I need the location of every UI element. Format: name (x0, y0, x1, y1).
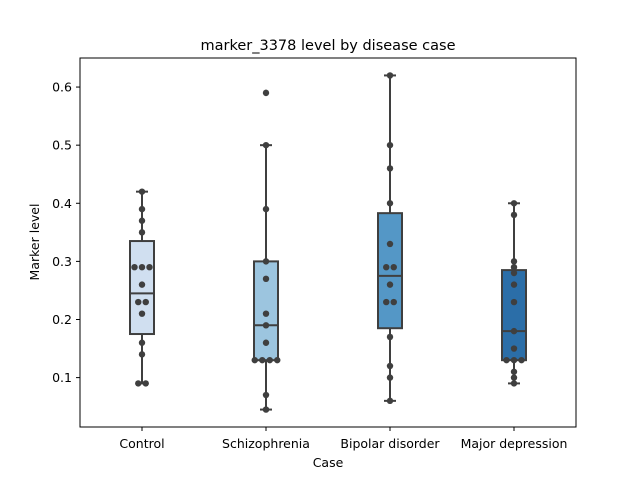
axes-layer: 0.1 0.2 0.3 0.4 0.5 0.6 Control Schizophrenia Bi… (52, 80, 567, 451)
data-point (510, 374, 518, 381)
data-point (510, 298, 518, 306)
plot-layer (129, 72, 527, 413)
y-tick-label: 0.6 (52, 80, 72, 95)
chart-title: marker_3378 level by disease case (201, 38, 456, 54)
data-point (262, 258, 270, 265)
data-point (266, 356, 273, 364)
data-point (503, 356, 510, 364)
data-point (138, 217, 146, 224)
data-point (138, 310, 146, 317)
x-axis-label: Case (313, 455, 344, 470)
data-point (138, 339, 146, 346)
data-point (386, 333, 394, 341)
data-point (386, 165, 394, 172)
data-point (142, 298, 149, 306)
data-point (138, 205, 146, 213)
y-tick-label: 0.4 (52, 196, 72, 211)
data-point (274, 356, 281, 364)
data-point (510, 380, 518, 387)
data-point (386, 141, 394, 149)
data-point (510, 269, 518, 277)
box (377, 212, 403, 330)
plot-frame (79, 57, 577, 428)
data-point (138, 229, 146, 236)
data-point (510, 345, 518, 352)
data-point (262, 339, 270, 346)
data-point (510, 327, 518, 335)
data-point (386, 362, 394, 370)
data-point (386, 200, 394, 207)
data-point (510, 281, 518, 288)
data-point (510, 356, 518, 364)
data-point (142, 380, 149, 387)
data-point (518, 356, 525, 364)
data-point (386, 374, 394, 381)
data-point (510, 200, 518, 207)
data-point (510, 263, 518, 271)
x-tick-label: Bipolar disorder (340, 436, 440, 451)
data-point (383, 298, 390, 306)
y-tick-label: 0.3 (52, 254, 72, 269)
data-point (138, 188, 146, 195)
y-tick-label: 0.1 (52, 370, 72, 385)
data-point (262, 205, 270, 213)
data-point (262, 310, 270, 317)
data-point (251, 356, 258, 364)
x-tick-label: Control (119, 436, 164, 451)
x-tick-label: Major depression (461, 436, 568, 451)
y-tick-label: 0.5 (52, 138, 72, 153)
data-point (390, 298, 397, 306)
data-point (138, 281, 146, 288)
data-point (262, 406, 270, 413)
data-point (390, 263, 397, 271)
plot-area (80, 58, 576, 427)
data-point (262, 89, 270, 97)
data-point (386, 240, 394, 248)
x-tick-label: Schizophrenia (222, 436, 310, 451)
y-axis-label: Marker level (27, 204, 42, 281)
data-point (262, 322, 270, 329)
data-point (262, 391, 270, 399)
data-point (135, 380, 142, 387)
data-point (386, 281, 394, 288)
data-point (386, 72, 394, 79)
data-point (138, 263, 146, 271)
box-group (377, 74, 403, 402)
data-point (383, 263, 390, 271)
data-point (510, 211, 518, 219)
data-point (386, 397, 394, 405)
data-point (510, 258, 518, 265)
data-point (262, 141, 270, 149)
data-point (138, 351, 146, 358)
data-point (510, 368, 518, 375)
data-point (146, 263, 153, 271)
data-point (259, 356, 266, 364)
data-point (262, 275, 270, 283)
y-tick-label: 0.2 (52, 312, 72, 327)
data-point (131, 263, 138, 271)
data-point (135, 298, 142, 306)
